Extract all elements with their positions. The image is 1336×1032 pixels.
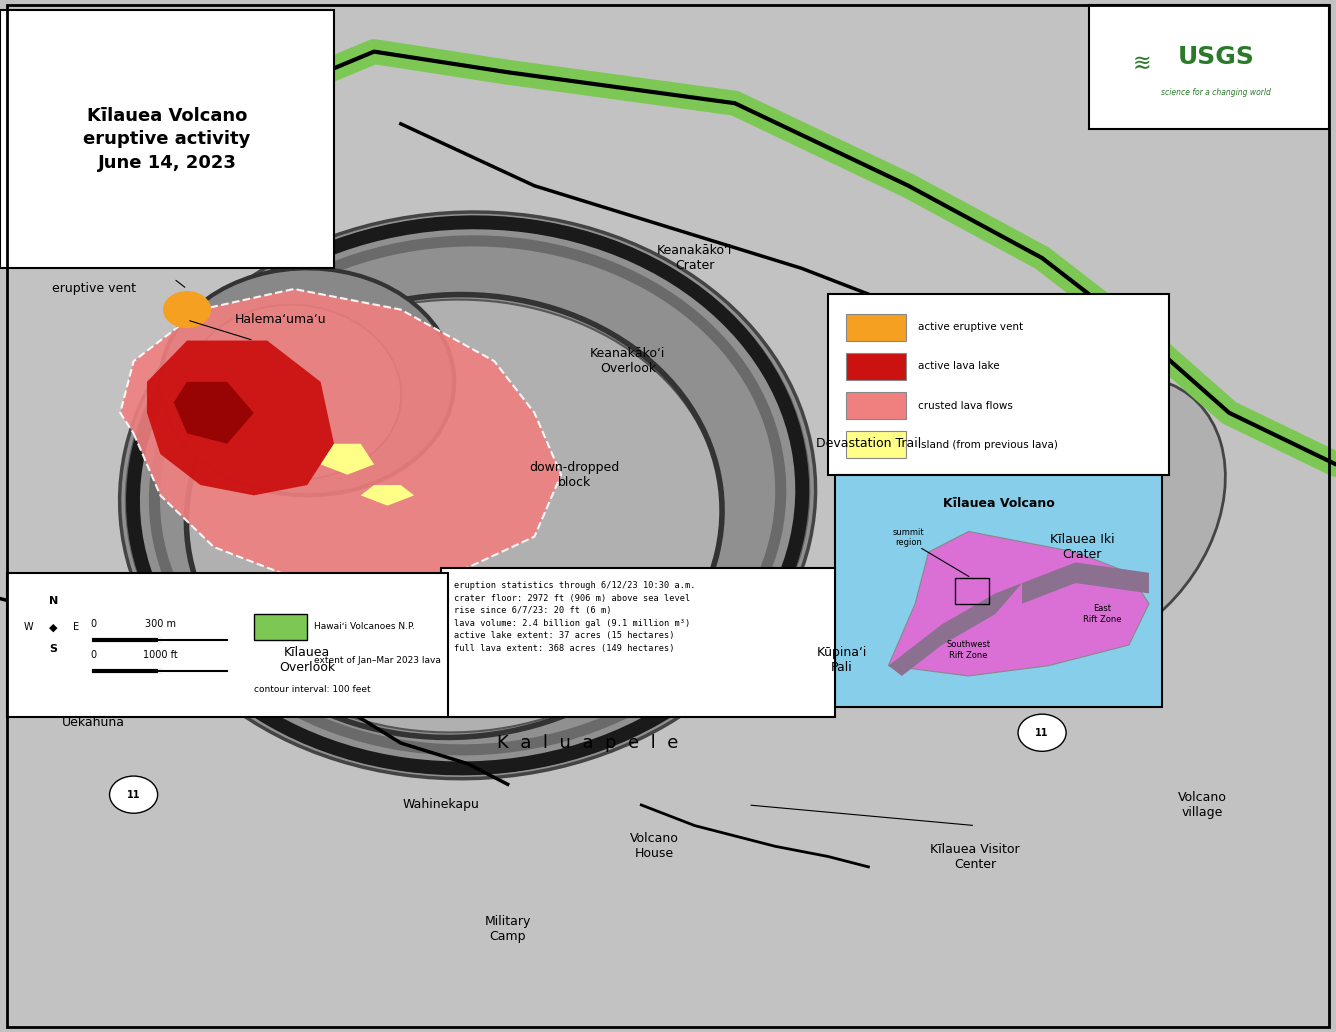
Text: summit
region: summit region bbox=[892, 527, 925, 547]
Text: Devastation Trail: Devastation Trail bbox=[816, 438, 921, 450]
Text: K  a  l  u  a  p  e  l  e: K a l u a p e l e bbox=[497, 734, 679, 752]
Polygon shape bbox=[321, 444, 374, 475]
Text: Kīlauea
Overlook: Kīlauea Overlook bbox=[279, 646, 335, 675]
Text: contour interval: 100 feet: contour interval: 100 feet bbox=[254, 685, 370, 694]
Text: down-dropped
block: down-dropped block bbox=[529, 460, 620, 489]
Text: science for a changing world: science for a changing world bbox=[1161, 89, 1271, 97]
Text: 1000 ft: 1000 ft bbox=[143, 650, 178, 660]
Text: Halemaʻumaʻu: Halemaʻumaʻu bbox=[235, 314, 326, 326]
Text: active lava lake: active lava lake bbox=[918, 361, 999, 372]
Ellipse shape bbox=[120, 212, 815, 779]
Text: Volcano
House: Volcano House bbox=[631, 832, 679, 861]
Text: S: S bbox=[49, 644, 57, 654]
FancyBboxPatch shape bbox=[828, 294, 1169, 475]
Text: active eruptive vent: active eruptive vent bbox=[918, 322, 1023, 332]
Text: Southwest
Rift Zone: Southwest Rift Zone bbox=[946, 641, 991, 659]
Text: N: N bbox=[49, 595, 57, 606]
Text: 11: 11 bbox=[1035, 728, 1049, 738]
FancyBboxPatch shape bbox=[846, 314, 906, 341]
Polygon shape bbox=[147, 341, 334, 495]
Polygon shape bbox=[120, 289, 561, 588]
Text: 0: 0 bbox=[91, 619, 96, 630]
Text: Volcano
village: Volcano village bbox=[1178, 791, 1226, 819]
FancyBboxPatch shape bbox=[0, 10, 334, 268]
Text: crusted lava flows: crusted lava flows bbox=[918, 400, 1013, 411]
Polygon shape bbox=[888, 583, 1022, 676]
FancyBboxPatch shape bbox=[846, 353, 906, 380]
Text: Keanakākoʻi
Overlook: Keanakākoʻi Overlook bbox=[591, 347, 665, 376]
Text: extent of Jan–Mar 2023 lava: extent of Jan–Mar 2023 lava bbox=[314, 656, 441, 665]
Text: 11: 11 bbox=[127, 789, 140, 800]
Text: eruptive vent: eruptive vent bbox=[52, 283, 135, 295]
Circle shape bbox=[110, 776, 158, 813]
FancyBboxPatch shape bbox=[846, 431, 906, 458]
Text: eruption statistics through 6/12/23 10:30 a.m.
crater floor: 2972 ft (906 m) abo: eruption statistics through 6/12/23 10:3… bbox=[454, 581, 696, 652]
Text: Wahinekapu: Wahinekapu bbox=[402, 799, 480, 811]
Text: Keanakākoʻi
Crater: Keanakākoʻi Crater bbox=[657, 244, 732, 272]
Text: ≋: ≋ bbox=[1133, 54, 1152, 74]
Text: Kīlauea Iki
Crater: Kīlauea Iki Crater bbox=[1050, 533, 1114, 561]
Text: Hawaiʻi Volcanoes N.P.: Hawaiʻi Volcanoes N.P. bbox=[314, 622, 415, 631]
Circle shape bbox=[1018, 714, 1066, 751]
Text: Kūpinaʻi
Pali: Kūpinaʻi Pali bbox=[816, 646, 867, 675]
Text: 300 m: 300 m bbox=[144, 619, 176, 630]
Ellipse shape bbox=[187, 299, 721, 733]
Ellipse shape bbox=[160, 268, 454, 495]
Text: ◆: ◆ bbox=[49, 622, 57, 633]
FancyBboxPatch shape bbox=[835, 475, 1162, 707]
Text: USGS: USGS bbox=[1177, 44, 1255, 69]
FancyBboxPatch shape bbox=[7, 573, 448, 717]
FancyBboxPatch shape bbox=[0, 0, 1336, 1032]
Text: E: E bbox=[73, 622, 80, 633]
Text: East
Rift Zone: East Rift Zone bbox=[1083, 605, 1121, 623]
Text: Kīlauea Visitor
Center: Kīlauea Visitor Center bbox=[930, 842, 1021, 871]
FancyBboxPatch shape bbox=[441, 568, 835, 717]
Bar bbox=[955, 578, 989, 604]
Text: W: W bbox=[24, 622, 33, 633]
Polygon shape bbox=[361, 485, 414, 506]
FancyBboxPatch shape bbox=[846, 392, 906, 419]
Ellipse shape bbox=[187, 304, 401, 480]
Text: Military
Camp: Military Camp bbox=[485, 914, 530, 943]
FancyBboxPatch shape bbox=[1089, 5, 1329, 129]
Polygon shape bbox=[888, 531, 1149, 676]
FancyBboxPatch shape bbox=[254, 614, 307, 640]
Text: Kīlauea Volcano: Kīlauea Volcano bbox=[943, 497, 1054, 511]
Polygon shape bbox=[1022, 562, 1149, 604]
Text: island (from previous lava): island (from previous lava) bbox=[918, 440, 1058, 450]
Polygon shape bbox=[174, 382, 254, 444]
Text: Uēkahuna: Uēkahuna bbox=[61, 716, 126, 729]
Ellipse shape bbox=[966, 377, 1225, 655]
Circle shape bbox=[163, 291, 211, 328]
Text: Kīlauea Volcano
eruptive activity
June 14, 2023: Kīlauea Volcano eruptive activity June 1… bbox=[83, 106, 251, 172]
Text: 0: 0 bbox=[91, 650, 96, 660]
